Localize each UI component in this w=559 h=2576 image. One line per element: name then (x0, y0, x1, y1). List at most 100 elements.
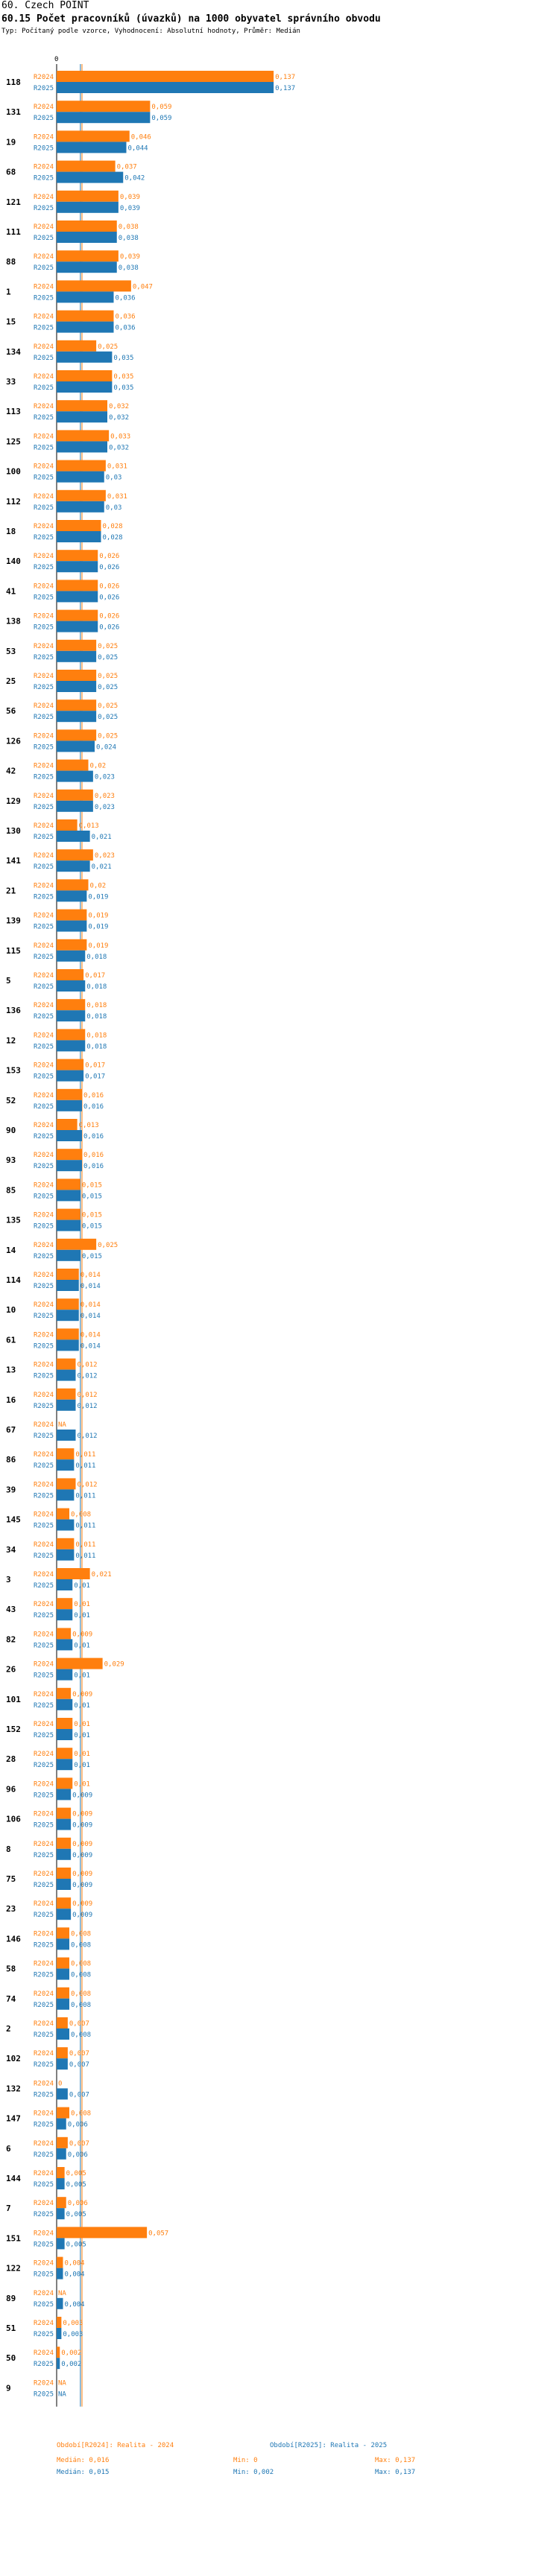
series-label-2025: R2025 (34, 1223, 54, 1231)
data-label-2024: 0,01 (74, 1721, 90, 1728)
series-label-2024: R2024 (34, 822, 54, 830)
series-label-2025: R2025 (34, 2301, 54, 2309)
bar-2024 (57, 340, 97, 352)
data-label-2024: 0,01 (74, 1780, 90, 1788)
series-label-2024: R2024 (34, 1212, 54, 1219)
bar-2024 (57, 1568, 90, 1579)
bar-2024 (57, 1628, 72, 1640)
data-label-2025: 0,011 (75, 1492, 95, 1500)
data-label-2024: 0,137 (275, 74, 295, 81)
data-label-2025: 0,008 (71, 2031, 91, 2039)
category-label: 52 (6, 1096, 16, 1105)
data-label-2024: 0,025 (98, 643, 118, 650)
category-label: 68 (6, 168, 16, 177)
bar-2025 (57, 1190, 80, 1202)
category-label: 126 (6, 736, 21, 746)
series-label-2024: R2024 (34, 553, 54, 560)
series-label-2025: R2025 (34, 1193, 54, 1200)
data-label-2024: 0,046 (131, 133, 151, 141)
series-label-2024: R2024 (34, 1002, 54, 1009)
bar-2025 (57, 2238, 65, 2250)
series-label-2025: R2025 (34, 1792, 54, 1799)
category-label: 5 (6, 976, 11, 986)
bar-2024 (57, 1897, 72, 1909)
bar-2024 (57, 1298, 79, 1310)
series-label-2025: R2025 (34, 534, 54, 542)
series-label-2025: R2025 (34, 1523, 54, 1530)
series-label-2024: R2024 (34, 1451, 54, 1459)
data-label-2025: 0,019 (88, 893, 108, 901)
data-label-2024: 0,013 (79, 1122, 99, 1129)
series-label-2025: R2025 (34, 1642, 54, 1649)
category-label: 82 (6, 1634, 16, 1644)
data-label-2025: 0,006 (68, 2122, 88, 2129)
data-label-2025: 0,016 (83, 1103, 104, 1111)
category-label: 100 (6, 467, 21, 477)
data-label-2024: 0,029 (104, 1661, 124, 1669)
data-label-2024: 0,008 (71, 1990, 91, 1998)
category-label: 33 (6, 377, 16, 387)
series-label-2024: R2024 (34, 1152, 54, 1159)
bar-2024 (57, 71, 274, 82)
series-label-2024: R2024 (34, 1272, 54, 1279)
data-label-2024: 0,018 (86, 1002, 107, 1009)
bar-2025 (57, 381, 113, 393)
series-label-2025: R2025 (34, 264, 54, 272)
bar-2025 (57, 112, 151, 124)
category-label: 21 (6, 886, 16, 895)
category-label: 144 (6, 2174, 21, 2183)
bar-2025 (57, 1909, 72, 1920)
bar-2025 (57, 1848, 72, 1860)
data-label-2025: 0,005 (66, 2241, 86, 2248)
series-label-2024: R2024 (34, 74, 54, 81)
series-label-2024: R2024 (34, 343, 54, 351)
series-label-2024: R2024 (34, 104, 54, 111)
series-label-2024: R2024 (34, 643, 54, 650)
data-label-2024: 0,014 (80, 1272, 101, 1279)
bar-2025 (57, 1729, 73, 1740)
category-label: 53 (6, 647, 16, 656)
series-label-2025: R2025 (34, 1972, 54, 1979)
data-label-2025: 0,008 (71, 1941, 91, 1949)
data-label-2024: 0,031 (107, 463, 127, 471)
category-label: 153 (6, 1066, 21, 1076)
series-label-2025: R2025 (34, 564, 54, 571)
bar-2025 (57, 321, 114, 333)
series-label-2025: R2025 (34, 384, 54, 392)
category-label: 147 (6, 2114, 21, 2124)
bar-2024 (57, 1508, 69, 1520)
series-label-2024: R2024 (34, 1541, 54, 1549)
series-label-2024: R2024 (34, 1242, 54, 1249)
category-label: 16 (6, 1395, 16, 1405)
bar-2024 (57, 849, 93, 861)
series-label-2024: R2024 (34, 1811, 54, 1818)
bar-2024 (57, 2347, 60, 2358)
series-label-2024: R2024 (34, 403, 54, 410)
data-label-2025: 0,042 (124, 175, 145, 183)
bar-2024 (57, 1598, 73, 1610)
bar-2025 (57, 1430, 76, 1441)
series-label-2025: R2025 (34, 1822, 54, 1830)
series-label-2024: R2024 (34, 1780, 54, 1788)
series-label-2025: R2025 (34, 475, 54, 482)
bar-2025 (57, 1698, 73, 1710)
series-label-2024: R2024 (34, 2320, 54, 2327)
min-2025-label: Min: 0,002 (233, 2469, 274, 2476)
bar-2025 (57, 291, 114, 303)
data-label-2025: 0,026 (99, 564, 119, 571)
category-label: 89 (6, 2294, 16, 2303)
series-label-2024: R2024 (34, 314, 54, 321)
data-label-2024: 0,008 (71, 2110, 91, 2118)
bar-2024 (57, 1987, 69, 1999)
bar-2025 (57, 1459, 75, 1471)
data-label-2024: 0,039 (120, 253, 140, 261)
series-label-2025: R2025 (34, 774, 54, 781)
series-label-2025: R2025 (34, 1462, 54, 1470)
bar-2025 (57, 1160, 82, 1172)
bar-2025 (57, 1998, 69, 2010)
data-label-2025: 0,044 (128, 145, 148, 152)
category-label: 125 (6, 437, 21, 446)
data-label-2025: 0,01 (74, 1582, 90, 1590)
data-label-2024: 0,015 (82, 1212, 102, 1219)
